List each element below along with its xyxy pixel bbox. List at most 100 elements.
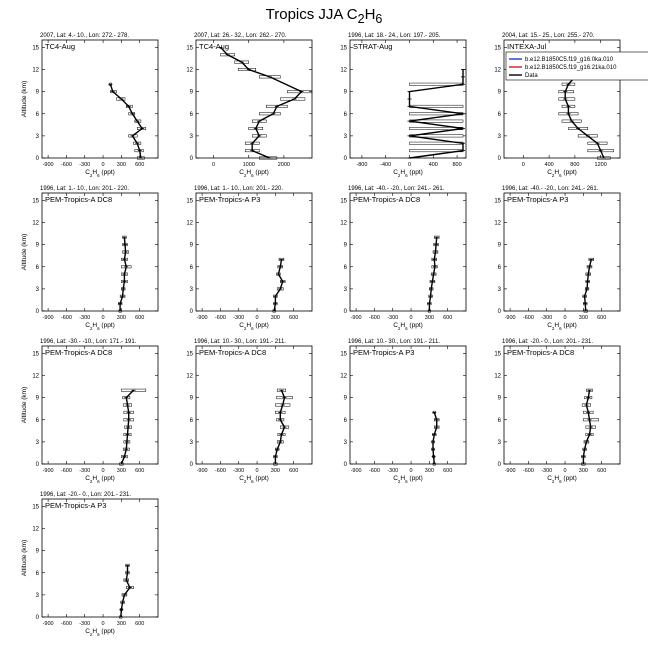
x-tick-label: 300: [425, 468, 434, 474]
panel-header: 2007, Lat: 4.- 10., Lon: 272.- 278.: [40, 33, 129, 39]
panel-frame: [41, 39, 159, 159]
y-tick-label: 0: [498, 462, 502, 468]
x-tick-label: 300: [117, 621, 126, 627]
y-tick-label: 15: [494, 351, 501, 357]
data-profile-line: [120, 565, 131, 618]
y-tick-label: 12: [32, 68, 39, 74]
x-tick-label: -300: [79, 315, 90, 321]
x-tick-label: -600: [369, 315, 380, 321]
panel-12: 1996, Lat: -20.- 0., Lon: 201.- 231. PEM-…: [494, 339, 621, 484]
y-tick-label: 6: [190, 418, 194, 424]
x-tick-label: 0: [102, 315, 105, 321]
campaign-label: TC4-Aug: [199, 42, 229, 51]
data-profile-line: [564, 69, 605, 159]
panel-7: 1996, Lat: -40.- -20., Lon: 241.- 261. PE…: [340, 186, 467, 331]
panel-8: 1996, Lat: -40.- -20., Lon: 241.- 261. PE…: [494, 186, 621, 331]
legend: b.e12.B1850C5.f19_g16.0ka.010 b.e12.B1850…: [505, 51, 648, 81]
x-tick-label: 600: [289, 315, 298, 321]
data-spread-box: [577, 134, 598, 138]
legend-label: b.e12.B1850C5.f19_g16.0ka.010: [525, 57, 614, 63]
y-tick-label: 0: [498, 156, 502, 162]
campaign-label: PEM-Tropics-A DC8: [199, 348, 266, 357]
y-tick-label: 12: [340, 221, 347, 227]
campaign-label: PEM-Tropics-A DC8: [45, 348, 112, 357]
x-tick-label: 800: [452, 162, 461, 168]
x-tick-label: -600: [369, 468, 380, 474]
y-tick-label: 3: [36, 134, 40, 140]
y-tick-label: 9: [190, 396, 194, 402]
x-axis-label: C2H6 (ppt): [239, 169, 269, 178]
x-tick-label: -900: [351, 315, 362, 321]
y-tick-label: 15: [32, 198, 39, 204]
x-tick-label: -600: [215, 315, 226, 321]
y-tick-label: 3: [344, 440, 348, 446]
y-tick-label: 12: [32, 221, 39, 227]
panel-10: 1996, Lat: 10.- 30., Lon: 191.- 211. PEM-…: [186, 339, 313, 484]
y-tick-label: 3: [498, 134, 502, 140]
panel-frame: [349, 345, 467, 465]
panel-frame: [195, 39, 313, 159]
panel-header: 1996, Lat: 18.- 24., Lon: 197.- 205.: [348, 33, 441, 39]
y-tick-label: 9: [36, 396, 40, 402]
panel-frame: [503, 192, 621, 312]
y-tick-label: 6: [36, 418, 40, 424]
y-tick-label: 3: [36, 593, 40, 599]
y-tick-label: 15: [32, 45, 39, 51]
y-tick-label: 3: [344, 134, 348, 140]
x-tick-label: -900: [351, 468, 362, 474]
y-tick-label: 6: [498, 265, 502, 271]
x-tick-label: 0: [410, 315, 413, 321]
x-tick-label: 600: [135, 621, 144, 627]
x-tick-label: 1000: [243, 162, 255, 168]
y-tick-label: 6: [344, 418, 348, 424]
y-tick-label: 6: [36, 265, 40, 271]
y-tick-label: 12: [494, 221, 501, 227]
x-tick-label: 600: [597, 315, 606, 321]
y-tick-label: 9: [36, 549, 40, 555]
x-axis-label: C2H6 (ppt): [239, 475, 269, 484]
y-axis-label: Altitude (km): [21, 81, 28, 117]
x-axis-label: C2H6 (ppt): [85, 169, 115, 178]
y-tick-label: 12: [494, 374, 501, 380]
y-tick-label: 0: [344, 156, 348, 162]
y-tick-label: 9: [498, 396, 502, 402]
x-tick-label: 300: [117, 162, 126, 168]
x-tick-label: 0: [102, 621, 105, 627]
y-tick-label: 3: [190, 287, 194, 293]
y-tick-label: 9: [498, 243, 502, 249]
x-tick-label: 0: [522, 162, 525, 168]
x-tick-label: 300: [579, 468, 588, 474]
x-tick-label: 0: [212, 162, 215, 168]
panel-header: 1996, Lat: 1.- 10., Lon: 201.- 220.: [194, 186, 283, 192]
y-tick-label: 0: [36, 156, 40, 162]
x-tick-label: -600: [215, 468, 226, 474]
y-tick-label: 12: [340, 374, 347, 380]
panel-3: 1996, Lat: 18.- 24., Lon: 197.- 205. STRA…: [340, 33, 467, 178]
y-tick-label: 9: [190, 90, 194, 96]
data-profile-line: [273, 259, 284, 312]
x-axis-label: C2H6 (ppt): [85, 628, 115, 637]
x-tick-label: -900: [197, 315, 208, 321]
panel-header: 2004, Lat: 15.- 25., Lon: 255.- 270.: [502, 33, 595, 39]
x-tick-label: -800: [356, 162, 367, 168]
panel-9: 1996, Lat: -30.- -10., Lon: 171.- 191. PE…: [21, 339, 159, 484]
panel-frame: [503, 39, 621, 159]
y-tick-label: 15: [494, 45, 501, 51]
x-tick-label: 300: [271, 315, 280, 321]
x-tick-label: 2000: [278, 162, 290, 168]
panel-4: 2004, Lat: 15.- 25., Lon: 255.- 270. INTE…: [494, 33, 648, 178]
panel-header: 1996, Lat: 1.- 10., Lon: 201.- 220.: [40, 186, 129, 192]
y-tick-label: 6: [498, 112, 502, 118]
data-spread-box: [558, 97, 576, 101]
x-tick-label: 0: [256, 468, 259, 474]
campaign-label: PEM-Tropics-A DC8: [45, 195, 112, 204]
x-tick-label: -400: [380, 162, 391, 168]
x-axis-label: C2H6 (ppt): [85, 475, 115, 484]
campaign-label: STRAT-Aug: [353, 42, 392, 51]
y-tick-label: 12: [186, 68, 193, 74]
x-tick-label: -300: [233, 468, 244, 474]
y-tick-label: 9: [190, 243, 194, 249]
y-tick-label: 3: [190, 440, 194, 446]
y-tick-label: 9: [344, 243, 348, 249]
panel-header: 1996, Lat: -40.- -20., Lon: 241.- 261.: [502, 186, 599, 192]
